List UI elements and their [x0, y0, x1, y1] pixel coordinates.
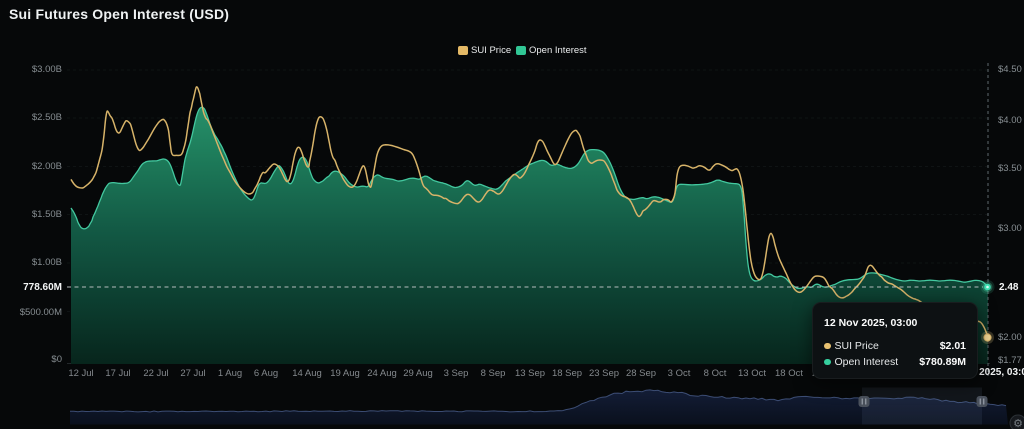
svg-text:⚙: ⚙: [1013, 418, 1023, 429]
